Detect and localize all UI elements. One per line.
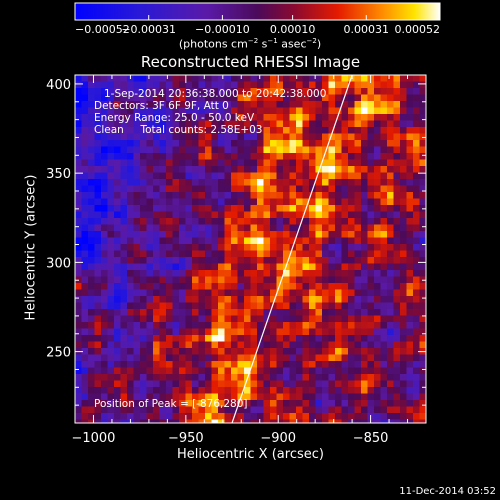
y-tick-label: 300 (46, 256, 71, 271)
annotation-block: 1-Sep-2014 20:36:38.000 to 20:42:38.000 … (94, 88, 326, 136)
peak-position-label: Position of Peak = [-876,280] (94, 398, 248, 410)
annotation-line: Clean Total counts: 2.58E+03 (94, 124, 263, 136)
x-axis-label: Heliocentric X (arcsec) (177, 447, 324, 462)
y-axis-ticks: 250 300 350 400 (46, 78, 426, 424)
annotation-line: Energy Range: 25.0 - 50.0 keV (94, 112, 255, 124)
heatmap-image (75, 75, 426, 423)
colorbar-tick-label: 0.00031 (344, 23, 390, 36)
y-tick-label: 250 (46, 346, 71, 361)
render-timestamp: 11-Dec-2014 03:52 (399, 486, 496, 497)
x-tick-label: −1000 (71, 431, 115, 446)
x-tick-label: −950 (168, 431, 204, 446)
x-tick-label: −900 (260, 431, 296, 446)
colorbar-tick-label: 0.00010 (270, 23, 316, 36)
colorbar-tick-label: −0.00010 (195, 23, 250, 36)
annotation-line: Detectors: 3F 6F 9F, Att 0 (94, 100, 229, 112)
solar-limb-line (231, 75, 353, 423)
colorbar-ticks: −0.00052−0.00031 −0.00010 0.00010 0.00031 0.… (74, 15, 441, 36)
chart-title: Reconstructed RHESSI Image (140, 53, 361, 71)
x-axis-ticks: −1000 −950 −900 −850 (71, 75, 427, 446)
colorbar-tick-label: −0.00052 (75, 23, 130, 36)
colorbar-tick-label: 0.00052 (395, 23, 441, 36)
y-tick-label: 350 (46, 167, 71, 182)
plot-frame (74, 74, 427, 424)
y-tick-label: 400 (46, 78, 71, 93)
colorbar-gradient (74, 2, 441, 21)
y-axis-label: Heliocentric Y (arcsec) (23, 174, 39, 321)
colorbar-tick-label: −0.00031 (121, 23, 176, 36)
colorbar-units: (photons cm−2 s−1 asec−2) (178, 37, 322, 51)
annotation-line: 1-Sep-2014 20:36:38.000 to 20:42:38.000 (104, 88, 327, 100)
x-tick-label: −850 (353, 431, 389, 446)
